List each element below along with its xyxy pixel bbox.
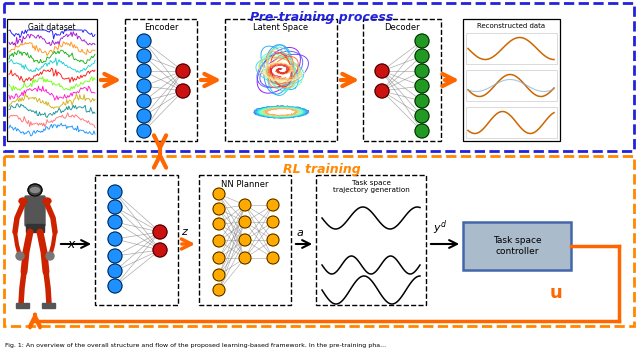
Text: RL training: RL training [283,163,361,176]
Circle shape [375,84,389,98]
Circle shape [239,216,251,228]
Circle shape [153,243,167,257]
Circle shape [213,188,225,200]
Ellipse shape [28,184,42,196]
Circle shape [108,249,122,263]
Text: $x$: $x$ [67,238,77,251]
Circle shape [415,94,429,108]
Circle shape [267,199,279,211]
Text: Gait dataset: Gait dataset [28,23,76,32]
Text: $y^d$: $y^d$ [433,218,447,237]
Text: Encoder: Encoder [144,23,179,32]
Circle shape [108,185,122,199]
Circle shape [108,215,122,229]
Ellipse shape [19,198,27,204]
Circle shape [176,64,190,78]
Circle shape [213,269,225,281]
Bar [466,33,557,64]
Circle shape [415,64,429,78]
Circle shape [415,34,429,48]
Bar [363,19,441,141]
Circle shape [108,264,122,278]
Circle shape [267,252,279,264]
Bar [125,19,197,141]
Bar [463,222,571,270]
Circle shape [415,124,429,138]
Bar [466,70,557,101]
Bar [42,303,55,308]
Circle shape [46,252,54,260]
Circle shape [137,79,151,93]
Bar [466,107,557,138]
Circle shape [137,64,151,78]
Circle shape [137,34,151,48]
Bar [316,175,426,305]
Circle shape [213,235,225,247]
Text: Fig. 1: An overview of the overall structure and flow of the proposed learning-b: Fig. 1: An overview of the overall struc… [5,343,386,348]
Text: Task space
controller: Task space controller [493,236,541,256]
Circle shape [153,225,167,239]
Circle shape [108,200,122,214]
Circle shape [16,252,24,260]
Circle shape [137,49,151,63]
Circle shape [176,84,190,98]
Text: $a$: $a$ [296,228,304,238]
Circle shape [375,64,389,78]
Circle shape [239,252,251,264]
Text: Task space
trajectory generation: Task space trajectory generation [333,180,410,193]
Circle shape [137,124,151,138]
Ellipse shape [43,198,51,204]
Circle shape [137,94,151,108]
Circle shape [213,203,225,215]
Circle shape [267,234,279,246]
Bar [463,19,560,141]
Circle shape [108,279,122,293]
Bar [4,156,634,326]
Text: Reconstructed data: Reconstructed data [477,23,545,29]
Bar [7,19,97,141]
Circle shape [108,232,122,246]
Bar [95,175,178,305]
FancyBboxPatch shape [25,196,45,226]
Text: $\mathbf{u}$: $\mathbf{u}$ [549,284,563,302]
Bar [26,224,44,232]
Circle shape [415,79,429,93]
Text: $z$: $z$ [181,227,189,237]
Circle shape [267,216,279,228]
Text: NN Planner: NN Planner [221,180,269,189]
Circle shape [415,49,429,63]
Bar [16,303,29,308]
Circle shape [415,109,429,123]
Circle shape [239,234,251,246]
Ellipse shape [31,187,40,192]
Bar [4,3,634,151]
Text: Latent Space: Latent Space [253,23,308,32]
Circle shape [213,284,225,296]
Circle shape [213,252,225,264]
Bar [225,19,337,141]
Bar [199,175,291,305]
Circle shape [239,199,251,211]
Circle shape [137,109,151,123]
Circle shape [213,218,225,230]
Text: Pre-training process: Pre-training process [250,11,394,24]
Text: Decoder: Decoder [384,23,420,32]
